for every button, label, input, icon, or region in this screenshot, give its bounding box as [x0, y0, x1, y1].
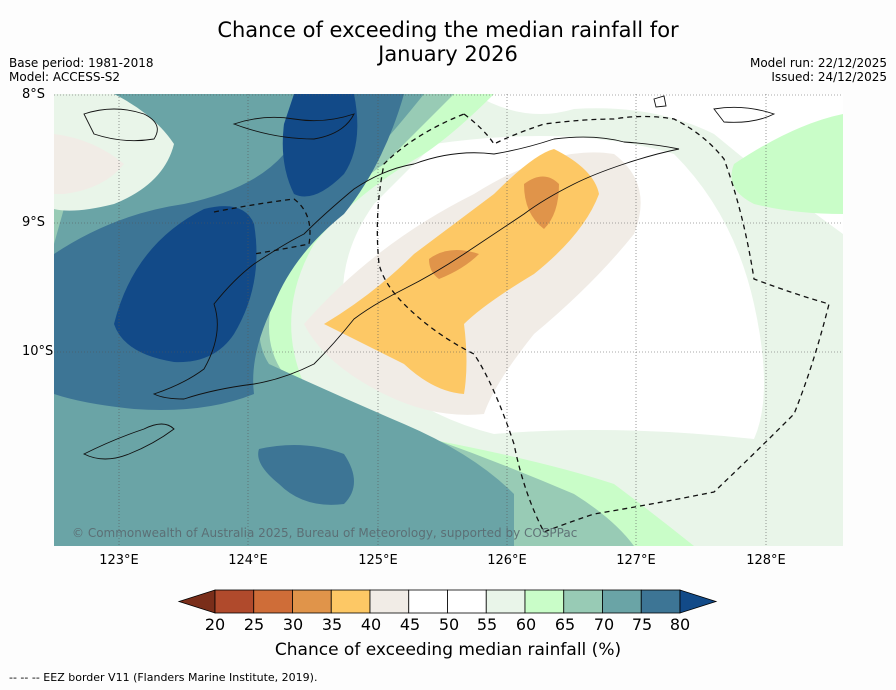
colorbar-tick-45: 45: [399, 615, 421, 634]
colorbar-segment: [602, 589, 642, 614]
colorbar-tick-80: 80: [669, 615, 691, 634]
lon-label-125e: 125°E: [358, 553, 398, 568]
lon-label-123e: 123°E: [99, 553, 139, 568]
lat-label-9s: 9°S: [22, 215, 46, 230]
chart-title: Chance of exceeding the median rainfall …: [0, 18, 896, 66]
colorbar-segment: [640, 589, 681, 614]
island-south-coastline: [82, 423, 175, 460]
coastlines: [82, 95, 776, 460]
lon-label-127e: 127°E: [616, 553, 656, 568]
meta-left: Base period: 1981-2018 Model: ACCESS-S2: [9, 56, 154, 84]
contour-35-north: [524, 176, 559, 229]
lon-label-124e: 124°E: [228, 553, 268, 568]
contour-35-south: [429, 250, 479, 279]
colorbar-segment: [369, 589, 410, 614]
colorbar-tick-65: 65: [554, 615, 576, 634]
colorbar-segment: [563, 589, 603, 614]
colorbar-tick-30: 30: [282, 615, 304, 634]
colorbar-segment: [330, 589, 371, 614]
colorbar-tick-55: 55: [476, 615, 498, 634]
island-ne-coastline: [713, 106, 776, 123]
meta-right: Model run: 22/12/2025 Issued: 24/12/2025: [750, 56, 887, 84]
lon-label-126e: 126°E: [487, 553, 527, 568]
eez-timor-leste: [376, 113, 830, 533]
contour-65-ne: [731, 114, 843, 214]
lat-label-8s: 8°S: [22, 87, 46, 102]
colorbar-segment: [214, 589, 255, 614]
model-name: Model: ACCESS-S2: [9, 70, 121, 84]
colorbar-segment: [408, 589, 448, 614]
model-run: Model run: 22/12/2025: [749, 56, 887, 70]
colorbar-segment: [253, 589, 293, 614]
contour-85-west: [114, 206, 257, 363]
colorbar-extend-low: [177, 589, 216, 614]
issued-date: Issued: 24/12/2025: [771, 70, 887, 84]
copyright-notice: © Commonwealth of Australia 2025, Bureau…: [72, 526, 578, 540]
colorbar-segment: [292, 589, 332, 614]
title-line-1: Chance of exceeding the median rainfall …: [217, 18, 679, 42]
contour-80-south: [258, 445, 354, 505]
contour-45-nw: [54, 134, 124, 194]
timor-coastline: [152, 136, 680, 400]
eez-border: [213, 113, 830, 533]
island-north-coastline: [232, 113, 355, 140]
colorbar-segments: [177, 589, 718, 614]
base-period: Base period: 1981-2018: [9, 56, 154, 70]
colorbar-segment: [447, 589, 487, 614]
rainfall-map-svg: [54, 94, 843, 546]
colorbar-segment: [485, 589, 526, 614]
eez-footnote: -- -- -- EEZ border V11 (Flanders Marine…: [9, 671, 318, 684]
gridlines: [54, 94, 843, 546]
colorbar-tick-50: 50: [438, 615, 460, 634]
colorbar-label: Chance of exceeding median rainfall (%): [274, 640, 622, 660]
eez-oecusse: [213, 198, 311, 255]
colorbar-segment: [524, 589, 565, 614]
colorbar-tick-75: 75: [631, 615, 653, 634]
colorbar-tick-40: 40: [360, 615, 382, 634]
colorbar-tick-70: 70: [593, 615, 615, 634]
islet-ne-coastline: [653, 95, 667, 108]
colorbar-extend-high: [679, 589, 718, 614]
colorbar-tick-20: 20: [204, 615, 226, 634]
lon-label-128e: 128°E: [746, 553, 786, 568]
lat-label-10s: 10°S: [22, 344, 54, 359]
colorbar-tick-25: 25: [243, 615, 265, 634]
rainfall-map: [54, 94, 843, 546]
colorbar-tick-60: 60: [515, 615, 537, 634]
colorbar-tick-35: 35: [321, 615, 343, 634]
title-line-2: January 2026: [378, 42, 518, 66]
island-nw-coastline: [83, 108, 158, 142]
